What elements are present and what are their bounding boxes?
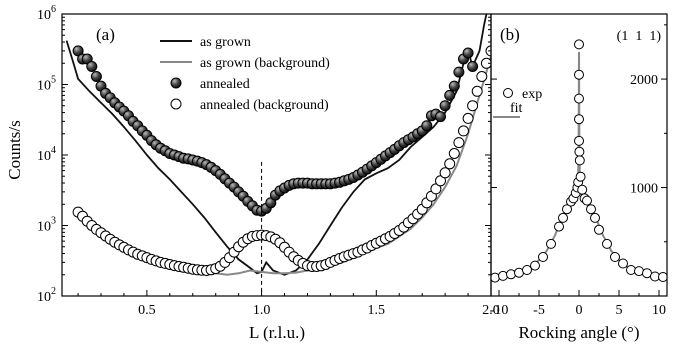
annealed-background-point [462, 112, 474, 124]
annealed-point [444, 89, 456, 101]
annealed-background-point [467, 100, 479, 112]
annealed-background-point [476, 71, 488, 82]
exp-point [618, 258, 628, 269]
panel-b-annotation: (1 1 1) [617, 29, 662, 44]
annealed-background-point [448, 148, 460, 159]
annealed-point [86, 61, 98, 72]
x-tick-label: 1.0 [253, 303, 271, 318]
exp-point [574, 155, 585, 166]
exp-point [602, 238, 612, 249]
legend-entry: annealed (background) [200, 98, 329, 113]
annealed-point [90, 71, 102, 82]
panel-a-y-axis-label: Counts/s [5, 120, 24, 180]
exp-point [610, 252, 620, 262]
x-tick-label: -10 [490, 303, 509, 318]
annealed-point [439, 100, 451, 112]
panel-b-marks [491, 39, 667, 283]
y-tick-label: 106 [37, 4, 56, 23]
x-tick-label: 10 [652, 303, 666, 318]
x-tick-label: -5 [533, 303, 545, 318]
y-tick-label: 102 [37, 286, 56, 305]
x-tick-label: 0 [576, 303, 583, 318]
exp-point [574, 146, 585, 157]
legend-entry: exp [522, 87, 542, 102]
annealed-point [462, 47, 474, 59]
exp-point [658, 272, 667, 282]
exp-point [530, 260, 540, 271]
exp-point [554, 221, 564, 232]
exp-point [574, 69, 584, 80]
annealed-point [435, 111, 446, 123]
series-line-fit [491, 51, 667, 280]
annealed-point [421, 120, 433, 132]
legend-swatch [170, 98, 182, 110]
annealed-background-point [480, 57, 491, 69]
x-tick-label: 5 [616, 303, 623, 318]
exp-point [574, 114, 584, 125]
series-line-as-grown [65, 14, 488, 276]
annealed-point [467, 61, 479, 72]
exp-point [582, 195, 592, 206]
exp-point [546, 238, 556, 249]
exp-point [575, 171, 586, 182]
y-tick-label: 105 [37, 75, 56, 94]
annealed-point [453, 66, 465, 78]
legend-entry: as grown [200, 35, 251, 50]
exp-point [577, 184, 588, 195]
x-tick-label: 2.0 [482, 303, 500, 318]
exp-point [594, 224, 604, 235]
exp-point [574, 39, 584, 50]
y-tick-label: 103 [37, 216, 56, 235]
panel-a-ticks: 0.5 1.0 1.5 2.0 102 103 104 105 106 [37, 4, 500, 318]
exp-point [506, 269, 516, 280]
panel-b-label: (b) [500, 25, 520, 44]
annealed-point [448, 80, 460, 92]
exp-point [538, 252, 548, 262]
panel-b: -10 -5 0 5 10 1000 2000 (b) (1 1 1) Rocking an… [490, 13, 668, 342]
exp-point [574, 93, 584, 104]
x-tick-label: 0.5 [138, 303, 156, 318]
exp-point [498, 270, 508, 281]
legend-swatch [170, 77, 182, 89]
annealed-background-point [453, 137, 465, 149]
exp-point [522, 265, 532, 275]
y-tick-label: 104 [37, 145, 56, 164]
legend-swatch-exp [503, 88, 513, 98]
panel-b-ticks: -10 -5 0 5 10 1000 2000 [490, 24, 667, 318]
panel-a-legend: as grown as grown (background) annealed ann… [160, 35, 330, 113]
legend-entry: as grown (background) [200, 56, 330, 71]
exp-point [558, 212, 568, 223]
annealed-background-point [439, 167, 451, 179]
legend-entry: annealed [200, 77, 250, 92]
exp-point [491, 272, 500, 283]
y-tick-label: 2000 [630, 73, 658, 88]
annealed-background-point [430, 183, 442, 195]
panel-a: 0.5 1.0 1.5 2.0 102 103 104 105 106 (a) L (r.l.u… [5, 4, 500, 342]
x-tick-label: 1.5 [368, 303, 386, 318]
panel-b-x-axis-label: Rocking angle (°) [518, 323, 639, 342]
exp-point [574, 135, 584, 146]
annealed-background-point [471, 85, 483, 97]
exp-point [562, 204, 572, 215]
exp-point [586, 204, 596, 215]
legend-entry: fit [510, 101, 523, 116]
annealed-background-point [458, 125, 469, 137]
panel-a-label: (a) [96, 25, 115, 44]
exp-point [590, 212, 600, 223]
panel-a-x-axis-label: L (r.l.u.) [249, 323, 305, 342]
panel-a-marks [65, 14, 491, 276]
annealed-background-point [444, 158, 456, 170]
y-tick-label: 1000 [630, 182, 658, 197]
